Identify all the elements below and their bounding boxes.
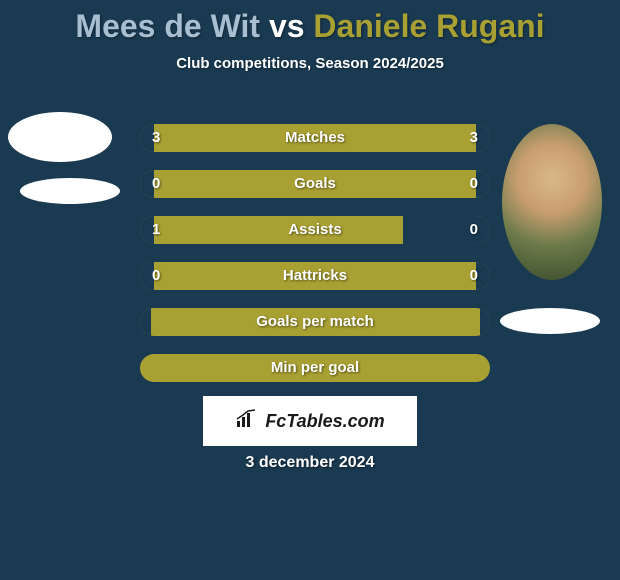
page-title: Mees de Wit vs Daniele Rugani (0, 0, 620, 45)
bar-label: Min per goal (140, 354, 490, 382)
stat-bar-assists: 1 Assists 0 (140, 216, 490, 244)
bar-label: Assists (140, 216, 490, 244)
title-player-left: Mees de Wit (75, 8, 260, 44)
fctables-badge: FcTables.com (203, 396, 417, 446)
bar-value-right: 0 (470, 170, 478, 198)
bar-label: Goals per match (140, 308, 490, 336)
stat-bar-goals-per-match: Goals per match (140, 308, 490, 336)
bar-label: Hattricks (140, 262, 490, 290)
stat-bar-goals: 0 Goals 0 (140, 170, 490, 198)
stat-bar-matches: 3 Matches 3 (140, 124, 490, 152)
bar-value-right: 3 (470, 124, 478, 152)
stat-bars-container: 3 Matches 3 0 Goals 0 1 Assists 0 0 Hatt… (140, 124, 490, 400)
stat-bar-hattricks: 0 Hattricks 0 (140, 262, 490, 290)
bar-value-right: 0 (470, 216, 478, 244)
title-separator: vs (260, 8, 313, 44)
fctables-chart-icon (235, 409, 259, 434)
player-left-avatar (8, 112, 112, 162)
player-left-name-pill (20, 178, 120, 204)
player-right-name-pill (500, 308, 600, 334)
bar-label: Matches (140, 124, 490, 152)
fctables-text: FcTables.com (265, 411, 384, 432)
bar-value-right: 0 (470, 262, 478, 290)
stat-bar-min-per-goal: Min per goal (140, 354, 490, 382)
player-right-avatar (502, 124, 602, 280)
date-label: 3 december 2024 (0, 454, 620, 472)
bar-label: Goals (140, 170, 490, 198)
subtitle: Club competitions, Season 2024/2025 (0, 55, 620, 72)
title-player-right: Daniele Rugani (313, 8, 544, 44)
